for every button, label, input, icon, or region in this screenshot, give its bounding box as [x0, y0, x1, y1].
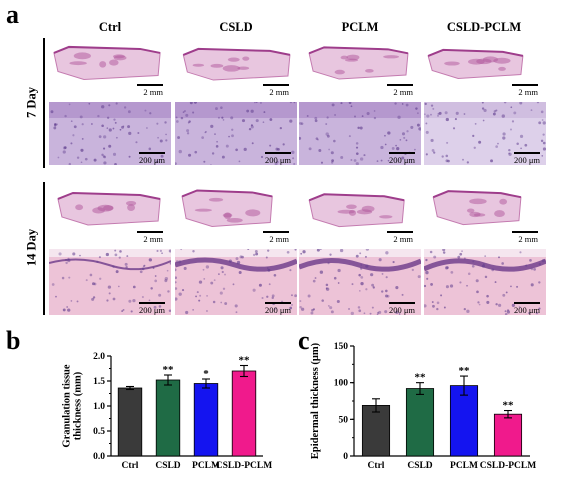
- x-tick-label-csld: CSLD: [155, 461, 180, 471]
- y-tick-label: 2.0: [93, 352, 105, 362]
- x-tick-label-pclm: PCLM: [192, 461, 220, 471]
- significance-marker: **: [163, 364, 175, 376]
- y-tick-label: 50: [339, 415, 349, 425]
- scale-bar-text: 2 mm: [143, 87, 163, 97]
- y-tick-label: 150: [334, 342, 349, 352]
- significance-marker: **: [459, 365, 471, 377]
- detail-image-14-day-ctrl: [49, 249, 171, 315]
- overview-image-7-day-csld: [175, 38, 297, 96]
- overview-image-7-day-ctrl: [49, 38, 171, 96]
- column-header-csld-pclm: CSLD-PCLM: [446, 20, 522, 34]
- detail-image-7-day-csld: [175, 102, 297, 165]
- scale-bar-label: 2 mm: [257, 84, 289, 97]
- scale-bar-text: 200 μm: [388, 155, 415, 165]
- bar-csld-pclm: [493, 413, 523, 457]
- y-axis-label: Granulation tissue: [62, 364, 73, 447]
- bar-csld-pclm: [231, 370, 257, 457]
- scale-bar-text: 200 μm: [264, 155, 291, 165]
- scale-bar-text: 200 μm: [264, 305, 291, 315]
- scale-bar-label: 200 μm: [502, 152, 540, 165]
- y-tick-label: 0.0: [93, 452, 105, 462]
- significance-marker: **: [503, 400, 515, 412]
- scale-bar-label: 2 mm: [257, 231, 289, 244]
- scale-bar-text: 2 mm: [393, 87, 413, 97]
- scale-bar-label: 200 μm: [502, 302, 540, 315]
- scale-bar-label: 2 mm: [131, 84, 163, 97]
- detail-image-7-day-csld-pclm: [424, 102, 546, 165]
- scale-bar-text: 200 μm: [138, 305, 165, 315]
- scale-bar-label: 2 mm: [506, 231, 538, 244]
- y-tick-label: 1.5: [93, 377, 105, 387]
- scale-bar-text: 200 μm: [513, 305, 540, 315]
- scale-bar-label: 2 mm: [506, 84, 538, 97]
- bar-csld: [155, 379, 181, 457]
- scale-bar-text: 2 mm: [393, 234, 413, 244]
- scale-bar-label: 2 mm: [381, 84, 413, 97]
- y-axis-label: Epidermal thickness (μm): [310, 342, 321, 459]
- scale-bar-text: 200 μm: [388, 305, 415, 315]
- scale-bar-text: 2 mm: [518, 87, 538, 97]
- overview-image-14-day-pclm: [299, 183, 421, 243]
- y-tick-label: 0.5: [93, 427, 105, 437]
- scale-bar-label: 200 μm: [127, 302, 165, 315]
- detail-image-7-day-ctrl: [49, 102, 171, 165]
- panel-c-letter: c: [298, 326, 310, 355]
- overview-image-7-day-pclm: [299, 38, 421, 96]
- column-header-pclm: PCLM: [341, 20, 379, 34]
- y-tick-label: 1.0: [93, 402, 105, 412]
- scale-bar-label: 2 mm: [131, 231, 163, 244]
- row-divider-7-day: [43, 38, 45, 168]
- x-tick-label-ctrl: Ctrl: [122, 461, 139, 471]
- scale-bar-text: 2 mm: [269, 87, 289, 97]
- scale-bar-text: 2 mm: [518, 234, 538, 244]
- detail-image-14-day-csld: [175, 249, 297, 315]
- panel-a-letter: a: [6, 0, 19, 29]
- significance-marker: **: [239, 355, 251, 367]
- significance-marker: *: [203, 368, 209, 380]
- scale-bar-text: 2 mm: [143, 234, 163, 244]
- scale-bar-label: 200 μm: [377, 152, 415, 165]
- chart-c: 0 50 100 150 Epidermal thickness (μm) Ctrl ** C…: [310, 342, 537, 471]
- scale-bar-text: 2 mm: [269, 234, 289, 244]
- detail-image-14-day-csld-pclm: [424, 249, 546, 315]
- x-tick-label-csld: CSLD: [407, 461, 432, 471]
- x-tick-label-ctrl: Ctrl: [368, 461, 385, 471]
- x-tick-label-csld-pclm: CSLD-PCLM: [480, 461, 537, 471]
- x-tick-label-csld-pclm: CSLD-PCLM: [216, 461, 273, 471]
- scale-bar-label: 200 μm: [377, 302, 415, 315]
- bar-pclm: [193, 383, 219, 457]
- bar-ctrl: [117, 387, 143, 457]
- overview-image-14-day-csld-pclm: [424, 183, 546, 243]
- bar-pclm: [449, 385, 479, 457]
- column-header-ctrl: Ctrl: [98, 20, 122, 34]
- scale-bar-label: 200 μm: [253, 152, 291, 165]
- column-header-csld: CSLD: [219, 20, 253, 34]
- detail-image-14-day-pclm: [299, 249, 421, 315]
- bar-ctrl: [361, 405, 391, 457]
- y-tick-label: 0: [343, 452, 348, 462]
- overview-image-14-day-csld: [175, 183, 297, 243]
- scale-bar-text: 200 μm: [138, 155, 165, 165]
- y-axis-label: thickness (mm): [73, 371, 84, 440]
- scale-bar-label: 2 mm: [381, 231, 413, 244]
- significance-marker: **: [415, 372, 427, 384]
- bar-csld: [405, 388, 435, 457]
- overview-image-7-day-csld-pclm: [424, 38, 546, 96]
- panel-b-letter: b: [6, 326, 21, 355]
- chart-b: 0.0 0.5 1.0 1.5 2.0 Granulation tissue thickne…: [62, 352, 273, 471]
- x-tick-label-pclm: PCLM: [450, 461, 478, 471]
- row-label-14-day: 14 Day: [24, 228, 39, 267]
- scale-bar-label: 200 μm: [127, 152, 165, 165]
- overview-image-14-day-ctrl: [49, 183, 171, 243]
- row-divider-14-day: [43, 182, 45, 315]
- y-tick-label: 100: [334, 379, 349, 389]
- scale-bar-label: 200 μm: [253, 302, 291, 315]
- detail-image-7-day-pclm: [299, 102, 421, 165]
- row-label-7-day: 7 Day: [24, 87, 39, 118]
- scale-bar-text: 200 μm: [513, 155, 540, 165]
